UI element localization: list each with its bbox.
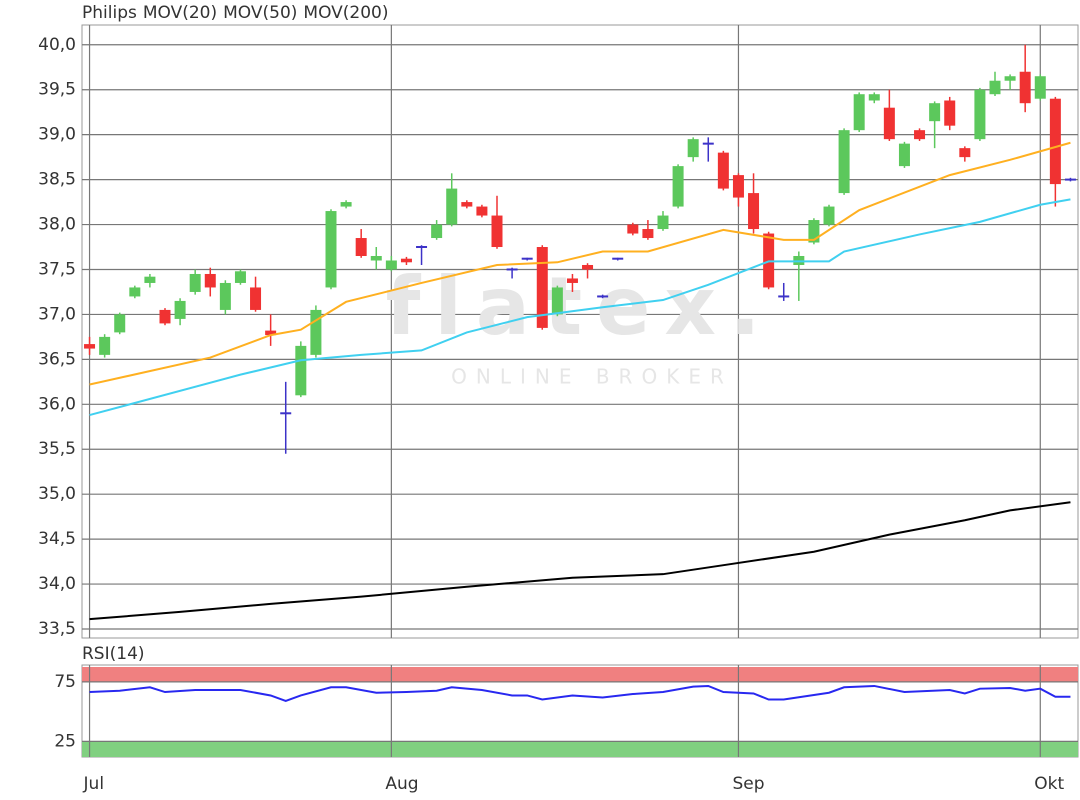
candle-body — [476, 206, 488, 216]
candle-body — [174, 300, 186, 319]
line — [89, 198, 1071, 417]
y-tick-label: 33,5 — [38, 619, 76, 639]
y-tick-label: 37,5 — [38, 259, 76, 279]
candle-body — [340, 202, 352, 207]
y-tick-label: 37,0 — [38, 304, 76, 324]
candle-body — [974, 89, 986, 140]
legend-entry: MOV(20) — [143, 3, 217, 23]
candle-body — [657, 215, 669, 230]
watermark-tagline: ONLINE BROKER — [451, 365, 733, 389]
candle-body — [582, 264, 594, 270]
y-tick-label: 35,5 — [38, 439, 76, 459]
candle-body — [566, 278, 578, 283]
candle-body — [536, 247, 548, 328]
candle-body — [642, 229, 654, 239]
candle-body — [370, 255, 382, 261]
candle-body — [732, 175, 744, 198]
candle-body — [265, 330, 277, 336]
legend-entry: MOV(200) — [303, 3, 388, 23]
y-tick-label: 38,0 — [38, 215, 76, 235]
candle-body — [204, 273, 216, 288]
candle-body — [491, 215, 503, 248]
candle-body — [189, 273, 201, 292]
candle-body — [883, 107, 895, 140]
candle-body — [551, 287, 563, 315]
legend-entry: MOV(50) — [223, 3, 297, 23]
candle-body — [159, 309, 171, 324]
candle-body — [808, 220, 820, 243]
candle-body — [1034, 76, 1046, 99]
y-tick-label: 39,5 — [38, 80, 76, 100]
candle-body — [355, 238, 367, 256]
candle-body — [325, 211, 337, 288]
candle-body — [748, 193, 760, 230]
line — [89, 501, 1071, 621]
candle-body — [99, 336, 111, 355]
y-tick-label: 35,0 — [38, 484, 76, 504]
y-tick-label: 36,5 — [38, 349, 76, 369]
candle-body — [295, 345, 307, 396]
y-tick-label: 40,0 — [38, 35, 76, 55]
panel-title: RSI(14) — [82, 644, 145, 664]
x-tick-label: Okt — [1034, 774, 1064, 794]
candle-body — [461, 202, 473, 207]
line — [89, 684, 1071, 703]
candle-body — [717, 152, 729, 189]
candle-body — [672, 166, 684, 207]
legend-entry: Philips — [82, 3, 137, 23]
candle-body — [959, 148, 971, 158]
candle-body — [1019, 71, 1031, 104]
candle-body — [129, 287, 141, 297]
candle-body — [823, 206, 835, 225]
line — [89, 141, 1071, 386]
candle-body — [687, 139, 699, 158]
y-tick-label: 75 — [54, 672, 76, 692]
y-tick-label: 34,0 — [38, 574, 76, 594]
candle-body — [838, 130, 850, 194]
overbought-band — [82, 667, 1078, 682]
y-tick-label: 38,5 — [38, 170, 76, 190]
candle-body — [868, 94, 880, 101]
candle-body — [84, 344, 96, 349]
candle-body — [627, 224, 639, 234]
candle-body — [234, 271, 246, 283]
candle-body — [144, 276, 156, 283]
candle-body — [114, 314, 126, 333]
candle-body — [898, 143, 910, 167]
candle-body — [989, 80, 1001, 95]
oversold-band — [82, 741, 1078, 757]
candle-body — [250, 287, 262, 310]
candle-body — [853, 94, 865, 131]
candle-body — [310, 309, 322, 355]
candle-body — [929, 103, 941, 122]
y-tick-label: 39,0 — [38, 125, 76, 145]
watermark-logo: flatex. — [386, 260, 775, 353]
y-tick-label: 25 — [54, 731, 76, 751]
y-tick-label: 34,5 — [38, 529, 76, 549]
candle-body — [431, 224, 443, 239]
candle-body — [1049, 98, 1061, 185]
x-tick-label: Sep — [732, 774, 764, 794]
x-tick-label: Jul — [83, 774, 105, 794]
x-tick-label: Aug — [385, 774, 418, 794]
plot-area — [81, 24, 1079, 639]
candle-body — [400, 258, 412, 263]
candle-body — [1004, 76, 1016, 81]
candle-body — [914, 130, 926, 140]
candle-body — [219, 282, 231, 310]
candle-body — [385, 260, 397, 270]
candle-body — [446, 188, 458, 225]
y-tick-label: 36,0 — [38, 394, 76, 414]
candle-body — [944, 100, 956, 126]
